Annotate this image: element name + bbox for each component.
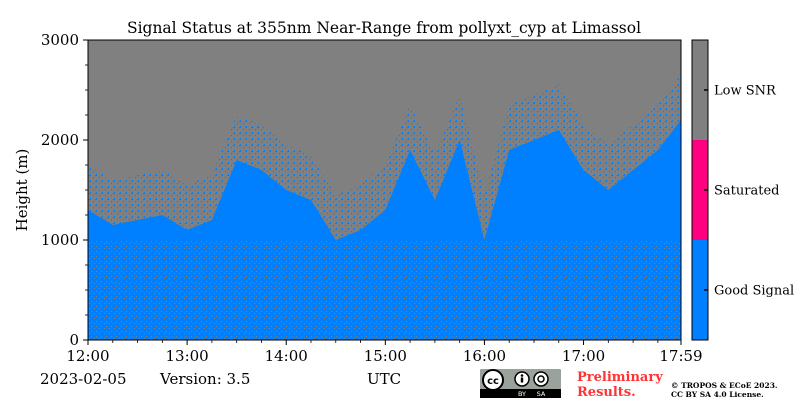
sa-sharealike-arrow bbox=[537, 375, 545, 383]
colorbar-segment-good-signal bbox=[692, 240, 708, 340]
cc-by-label: BY bbox=[518, 390, 526, 398]
x-axis: 12:00 13:00 14:00 15:00 16:00 17:00 17:59 bbox=[66, 340, 703, 365]
preliminary-results-text-line2: Results. bbox=[577, 385, 636, 400]
sa-sharealike-icon bbox=[533, 371, 549, 387]
cc-logo-text: cc bbox=[487, 376, 499, 387]
good-signal-dropout-texture bbox=[88, 240, 681, 340]
cc-license-badge: cc BY SA bbox=[480, 369, 561, 398]
x-tick-label: 17:00 bbox=[562, 347, 605, 365]
x-tick-label: 15:00 bbox=[364, 347, 407, 365]
cc-sa-label: SA bbox=[537, 390, 546, 398]
by-attribution-head bbox=[520, 374, 524, 377]
y-tick-label: 3000 bbox=[41, 31, 79, 49]
y-tick-label: 1000 bbox=[41, 231, 79, 249]
colorbar-label: Saturated bbox=[714, 184, 779, 199]
x-tick-label: 14:00 bbox=[265, 347, 308, 365]
y-tick-label: 2000 bbox=[41, 131, 79, 149]
colorbar-label: Good Signal bbox=[714, 284, 794, 299]
copyright-line-2: CC BY SA 4.0 License. bbox=[671, 390, 764, 399]
by-attribution-body bbox=[520, 377, 524, 383]
x-tick-label: 13:00 bbox=[165, 347, 208, 365]
plot-area bbox=[88, 40, 681, 340]
x-tick-label: 17:59 bbox=[659, 347, 702, 365]
x-axis-label: UTC bbox=[367, 370, 401, 388]
preliminary-results-text: Preliminary bbox=[577, 370, 663, 385]
y-axis: 0 1000 2000 3000 bbox=[41, 31, 88, 349]
colorbar-label: Low SNR bbox=[714, 84, 777, 99]
noise-overlay bbox=[88, 75, 681, 240]
copyright-line-1: © TROPOS & ECoE 2023. bbox=[671, 381, 778, 390]
chart-title: Signal Status at 355nm Near-Range from p… bbox=[127, 19, 641, 37]
colorbar-segment-low-snr bbox=[692, 40, 708, 140]
y-axis-label: Height (m) bbox=[13, 149, 31, 232]
footer-date: 2023-02-05 bbox=[40, 370, 126, 388]
cc-logo-icon bbox=[482, 369, 504, 391]
colorbar: Good Signal Saturated Low SNR bbox=[691, 39, 794, 341]
x-tick-label: 16:00 bbox=[463, 347, 506, 365]
colorbar-ticks: Good Signal Saturated Low SNR bbox=[704, 84, 794, 299]
footer-version: Version: 3.5 bbox=[159, 370, 250, 388]
y-tick-label: 0 bbox=[69, 331, 79, 349]
colorbar-segment-saturated bbox=[692, 140, 708, 240]
x-tick-label: 12:00 bbox=[66, 347, 109, 365]
